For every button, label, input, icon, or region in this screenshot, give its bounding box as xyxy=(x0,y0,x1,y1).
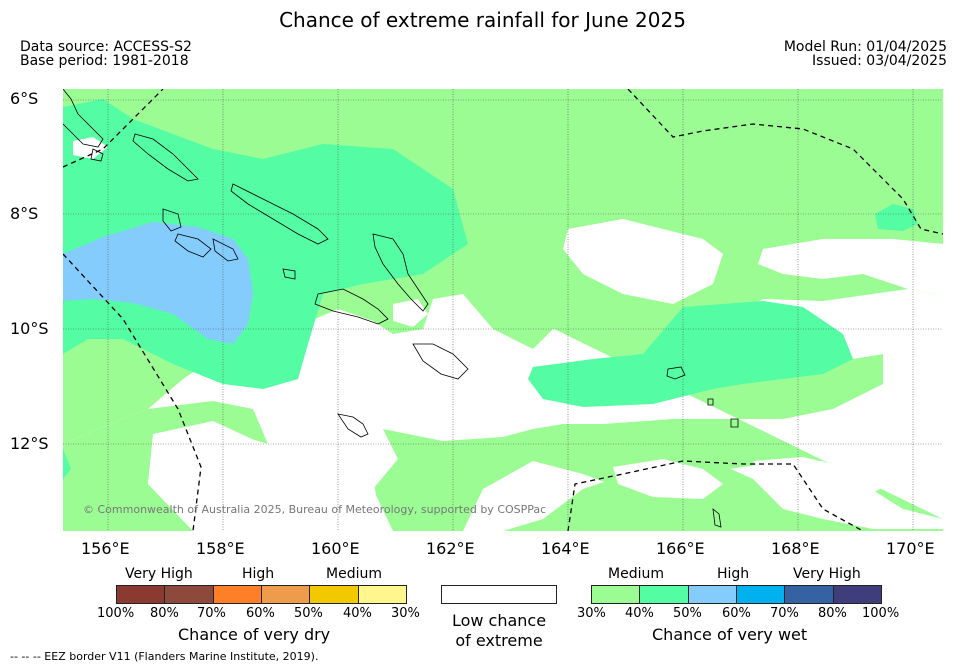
low-chance-label: Low chance of extreme xyxy=(441,611,557,651)
low-chance-patch-far-east xyxy=(758,239,943,296)
dry-header-high: High xyxy=(242,566,275,582)
graticule xyxy=(63,89,943,531)
low-chance-patch-center xyxy=(393,299,428,327)
wet-high-region xyxy=(63,222,253,344)
wet-swatch-5 xyxy=(832,585,882,604)
lat-label-6s: 6°S xyxy=(10,89,39,108)
issued-text: Issued: 03/04/2025 xyxy=(812,53,947,69)
wet-tick-50: 50% xyxy=(673,606,702,621)
dry-tick-70: 70% xyxy=(197,606,226,621)
data-source-text: Data source: ACCESS-S2 xyxy=(20,39,192,55)
metadata-left: Data source: ACCESS-S2 Base period: 1981… xyxy=(20,40,192,68)
wet-swatch-0 xyxy=(591,585,641,604)
wet-tick-40: 40% xyxy=(625,606,654,621)
wet-tick-70: 70% xyxy=(770,606,799,621)
dry-header-very-high: Very High xyxy=(125,566,193,582)
map-title: Chance of extreme rainfall for June 2025 xyxy=(279,8,686,32)
lon-label-162e: 162°E xyxy=(426,539,475,558)
low-chance-label-line1: Low chance xyxy=(451,611,547,630)
wet-tick-60: 60% xyxy=(722,606,751,621)
wet-medium-region-east xyxy=(528,301,853,407)
dry-swatch-0 xyxy=(116,585,166,604)
wet-medium-region xyxy=(63,99,468,389)
low-chance-patch-east xyxy=(563,219,723,304)
eez-footnote: -- -- -- EEZ border V11 (Flanders Marine… xyxy=(10,650,319,663)
dry-tick-80: 80% xyxy=(150,606,179,621)
low-chance-swatch xyxy=(441,585,557,604)
wet-swatch-4 xyxy=(784,585,834,604)
dry-swatch-1 xyxy=(164,585,214,604)
wet-legend-label: Chance of very wet xyxy=(652,625,808,644)
wet-swatch-2 xyxy=(687,585,737,604)
wet-header-medium: Medium xyxy=(608,566,664,582)
copyright-notice: © Commonwealth of Australia 2025, Bureau… xyxy=(83,503,547,516)
dry-tick-40: 40% xyxy=(343,606,372,621)
wet-header-high: High xyxy=(717,566,750,582)
dry-tick-50: 50% xyxy=(294,606,323,621)
dry-swatch-5 xyxy=(357,585,407,604)
dry-tick-100: 100% xyxy=(97,606,135,621)
metadata-right: Model Run: 01/04/2025 Issued: 03/04/2025 xyxy=(784,40,947,68)
wet-swatch-1 xyxy=(639,585,689,604)
lon-label-166e: 166°E xyxy=(656,539,705,558)
wet-medium-region-ne xyxy=(875,204,918,231)
dry-swatch-4 xyxy=(309,585,359,604)
wet-tick-100: 100% xyxy=(862,606,900,621)
lon-label-156e: 156°E xyxy=(81,539,130,558)
dry-tick-60: 60% xyxy=(246,606,275,621)
lon-label-168e: 168°E xyxy=(771,539,820,558)
low-chance-label-line2: of extreme xyxy=(455,631,543,650)
dry-header-medium: Medium xyxy=(326,566,382,582)
low-chance-patch-southeast-2 xyxy=(753,457,883,499)
lat-label-8s: 8°S xyxy=(10,204,39,223)
wet-tick-80: 80% xyxy=(818,606,847,621)
low-chance-patch-southeast xyxy=(613,459,723,499)
wet-medium-region-sw xyxy=(63,449,71,479)
dry-swatch-2 xyxy=(212,585,262,604)
lat-label-10s: 10°S xyxy=(10,319,49,338)
lon-label-158e: 158°E xyxy=(196,539,245,558)
dry-legend-label: Chance of very dry xyxy=(178,625,331,644)
rainfall-map xyxy=(63,89,943,531)
dry-swatch-3 xyxy=(261,585,311,604)
lat-label-12s: 12°S xyxy=(10,434,49,453)
base-period-text: Base period: 1981-2018 xyxy=(20,53,189,69)
wet-tick-30: 30% xyxy=(577,606,606,621)
model-run-text: Model Run: 01/04/2025 xyxy=(783,39,947,55)
wet-swatch-3 xyxy=(736,585,786,604)
low-chance-patch-south xyxy=(148,421,398,531)
lon-label-170e: 170°E xyxy=(886,539,935,558)
eez-borders xyxy=(63,89,943,531)
wet-header-very-high: Very High xyxy=(793,566,861,582)
coastlines xyxy=(63,89,739,528)
lon-label-160e: 160°E xyxy=(311,539,360,558)
dry-tick-30: 30% xyxy=(391,606,420,621)
lon-label-164e: 164°E xyxy=(541,539,590,558)
